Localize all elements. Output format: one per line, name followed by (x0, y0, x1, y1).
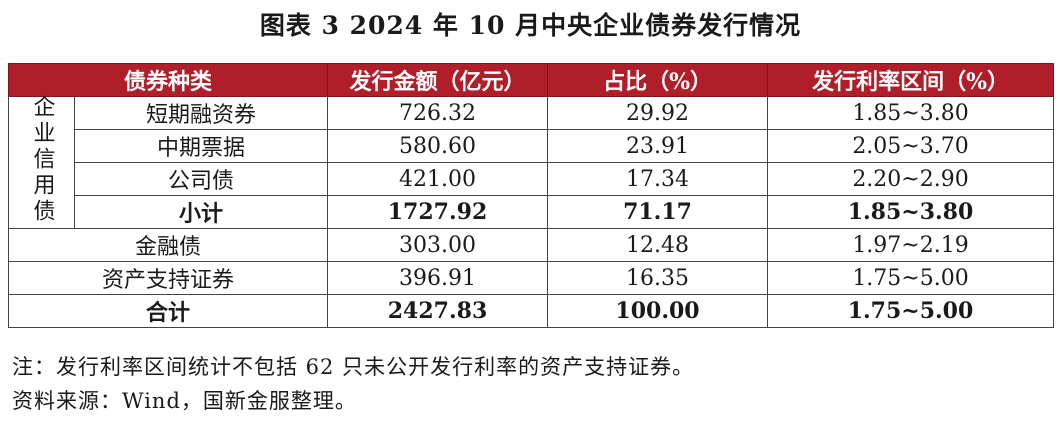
row-name: 资产支持证券 (7, 261, 329, 295)
footnote: 注：发行利率区间统计不包括 62 只未公开发行利率的资产支持证券。 (12, 355, 695, 379)
group-label-cell: 企业信用债 (8, 94, 75, 229)
row-range: 1.75~5.00 (767, 261, 1055, 295)
table-row: 企业信用债 短期融资券 726.32 29.92 1.85~3.80 (8, 95, 1055, 229)
row-range: 1.97~2.19 (767, 228, 1055, 262)
total-range: 1.75~5.00 (767, 294, 1055, 328)
row-name: 公司债 (73, 162, 329, 196)
total-share: 100.00 (547, 294, 769, 328)
header-row: 债券种类 发行金额（亿元） 占比（%） 发行利率区间（%） (7, 63, 1055, 97)
subtotal-row: 小计 1727.92 71.17 1.85~3.80 (9, 195, 1055, 229)
row-share: 17.34 (547, 162, 769, 196)
subtotal-name: 小计 (73, 195, 329, 229)
subtotal-range: 1.85~3.80 (767, 195, 1055, 229)
total-name: 合计 (7, 294, 329, 328)
row-range: 2.05~3.70 (767, 129, 1055, 163)
table-title: 图表 3 2024 年 10 月中央企业债券发行情况 (259, 11, 802, 40)
header-rate-range: 发行利率区间（%） (767, 63, 1055, 97)
row-range: 1.85~3.80 (767, 96, 1055, 130)
row-amount: 421.00 (327, 162, 549, 196)
row-name: 金融债 (7, 228, 329, 262)
row-share: 23.91 (547, 129, 769, 163)
row-range: 2.20~2.90 (767, 162, 1055, 196)
row-amount: 726.32 (327, 96, 549, 130)
row-amount: 580.60 (327, 129, 549, 163)
group-label: 企业信用债 (29, 94, 55, 225)
row-share: 12.48 (547, 228, 769, 262)
header-bond-type: 债券种类 (7, 63, 329, 97)
source-note: 资料来源：Wind，国新金服整理。 (12, 389, 357, 413)
row-share: 16.35 (547, 261, 769, 295)
total-amount: 2427.83 (327, 294, 549, 328)
bond-issuance-table: 债券种类 发行金额（亿元） 占比（%） 发行利率区间（%） 企业信用债 短期融资… (7, 63, 1055, 328)
table-row: 资产支持证券 396.91 16.35 1.75~5.00 (7, 261, 1055, 295)
row-amount: 303.00 (327, 228, 549, 262)
row-name: 中期票据 (73, 129, 329, 163)
row-amount: 396.91 (327, 261, 549, 295)
row-name: 短期融资券 (73, 96, 329, 130)
table-row: 金融债 303.00 12.48 1.97~2.19 (7, 228, 1055, 262)
table-row: 公司债 421.00 17.34 2.20~2.90 (9, 162, 1055, 196)
total-row: 合计 2427.83 100.00 1.75~5.00 (7, 294, 1055, 328)
subtotal-share: 71.17 (547, 195, 769, 229)
row-share: 29.92 (547, 96, 769, 130)
header-amount: 发行金额（亿元） (327, 63, 549, 97)
header-share: 占比（%） (547, 63, 769, 97)
subtotal-amount: 1727.92 (327, 195, 549, 229)
table-row: 中期票据 580.60 23.91 2.05~3.70 (9, 129, 1055, 163)
